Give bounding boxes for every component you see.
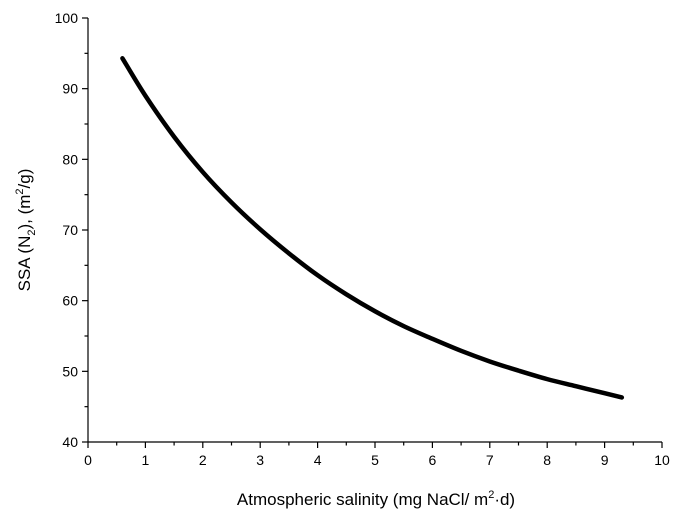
y-axis-title: SSA (N2), (m2/g) <box>14 169 38 292</box>
x-tick-label: 1 <box>142 452 150 468</box>
x-tick-label: 7 <box>486 452 494 468</box>
plot-area: 0 1 2 3 4 5 6 7 8 9 10 40 50 60 70 80 90 100 <box>55 10 670 468</box>
x-tick-label: 5 <box>371 452 379 468</box>
x-tick-label: 9 <box>601 452 609 468</box>
y-tick-label: 60 <box>62 293 78 309</box>
y-tick-label: 90 <box>62 81 78 97</box>
x-tick-label: 4 <box>314 452 322 468</box>
y-tick-label: 100 <box>55 10 79 26</box>
y-tick-label: 70 <box>62 222 78 238</box>
x-tick-label: 8 <box>543 452 551 468</box>
x-tick-label: 10 <box>654 452 670 468</box>
x-tick-label: 2 <box>199 452 207 468</box>
y-tick-label: 50 <box>62 363 78 379</box>
x-tick-label: 3 <box>256 452 264 468</box>
x-axis-title: Atmospheric salinity (mg NaCl/ m2·d) <box>237 489 515 509</box>
series-line <box>120 56 625 400</box>
x-tick-label: 6 <box>429 452 437 468</box>
y-tick-label: 80 <box>62 151 78 167</box>
y-tick-label: 40 <box>62 434 78 450</box>
x-tick-label: 0 <box>84 452 92 468</box>
